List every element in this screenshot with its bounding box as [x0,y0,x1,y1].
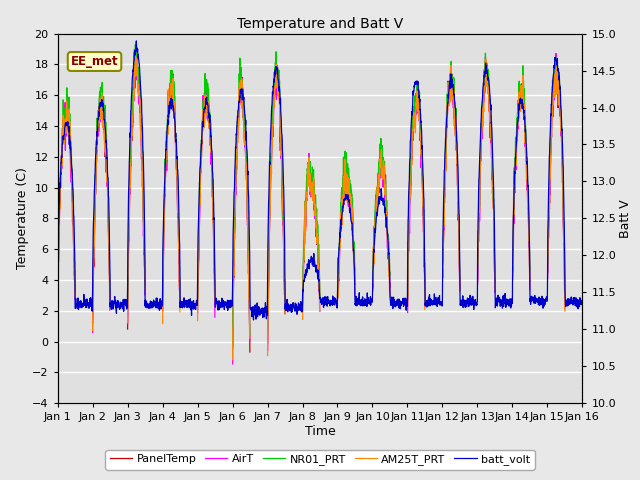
NR01_PRT [547,132,555,138]
batt_volt [250,317,257,323]
PanelTemp [54,297,61,303]
X-axis label: Time: Time [305,425,335,438]
AM25T_PRT [347,200,355,206]
PanelTemp [547,147,555,153]
AM25T_PRT [547,138,555,144]
NR01_PRT [335,245,343,251]
Text: EE_met: EE_met [70,55,118,68]
batt_volt [473,301,481,307]
AM25T_PRT [579,313,586,319]
batt_volt [547,113,555,119]
PanelTemp [579,309,586,315]
PanelTemp [335,264,343,269]
batt_volt [200,106,208,112]
Line: AirT: AirT [58,53,582,364]
NR01_PRT [200,110,208,116]
AM25T_PRT [200,118,208,123]
Y-axis label: Temperature (C): Temperature (C) [16,168,29,269]
AirT [54,302,61,308]
PanelTemp [200,120,208,126]
PanelTemp [347,183,355,189]
Line: batt_volt: batt_volt [58,41,582,320]
batt_volt [335,240,343,246]
batt_volt [132,38,140,44]
NR01_PRT [347,182,355,188]
Legend: PanelTemp, AirT, NR01_PRT, AM25T_PRT, batt_volt: PanelTemp, AirT, NR01_PRT, AM25T_PRT, ba… [106,450,534,469]
batt_volt [579,297,586,303]
AM25T_PRT [54,291,61,297]
Line: PanelTemp: PanelTemp [58,53,582,352]
AirT [200,111,208,117]
batt_volt [347,215,355,221]
NR01_PRT [54,283,61,288]
batt_volt [532,299,540,304]
Line: NR01_PRT: NR01_PRT [58,45,582,348]
AirT [347,194,355,200]
NR01_PRT [579,300,586,306]
Line: AM25T_PRT: AM25T_PRT [58,53,582,360]
AirT [335,258,343,264]
AirT [579,308,586,314]
Title: Temperature and Batt V: Temperature and Batt V [237,17,403,31]
AM25T_PRT [335,275,343,281]
Y-axis label: Batt V: Batt V [619,199,632,238]
batt_volt [54,299,61,305]
AirT [547,138,555,144]
